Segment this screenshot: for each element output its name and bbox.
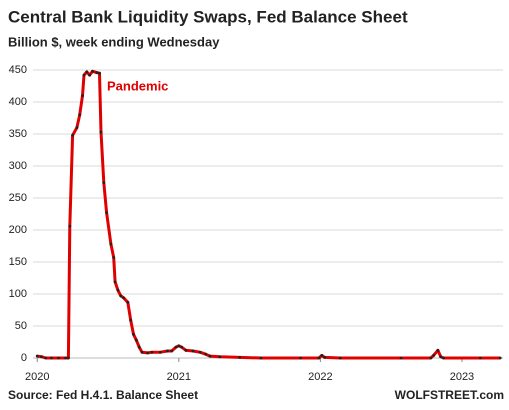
- source: Source: Fed H.4.1. Balance Sheet: [8, 388, 198, 402]
- data-point: [198, 350, 202, 354]
- data-point: [159, 350, 162, 354]
- data-point: [81, 94, 84, 97]
- y-tick-label: 250: [9, 192, 27, 204]
- y-tick-label: 100: [9, 288, 27, 300]
- data-point: [177, 344, 181, 348]
- data-point: [170, 349, 174, 353]
- brand: WOLFSTREET.com: [395, 388, 504, 402]
- data-point: [95, 71, 99, 74]
- data-point: [75, 126, 79, 129]
- data-point: [442, 356, 445, 360]
- data-point: [259, 356, 263, 360]
- data-line: [36, 69, 501, 360]
- y-tick-label: 200: [9, 224, 27, 236]
- chart-subtitle: Billion $, week ending Wednesday: [8, 34, 220, 49]
- data-point: [35, 354, 39, 358]
- data-point: [102, 181, 106, 185]
- annotation: Pandemic: [107, 78, 168, 93]
- y-tick-label: 450: [9, 64, 27, 76]
- data-point: [68, 224, 72, 228]
- data-point: [208, 354, 212, 358]
- data-point: [78, 113, 82, 117]
- x-tick-label: 2021: [167, 371, 191, 383]
- data-point: [122, 296, 126, 300]
- data-point: [112, 256, 116, 259]
- data-point: [436, 348, 440, 352]
- y-tick-label: 0: [21, 352, 27, 364]
- data-point: [40, 355, 43, 359]
- data-point: [105, 211, 109, 215]
- data-point: [174, 345, 178, 349]
- y-tick-label: 350: [9, 128, 27, 140]
- data-point: [50, 356, 53, 360]
- data-point: [146, 351, 150, 355]
- data-point: [66, 356, 70, 360]
- data-point: [140, 350, 144, 354]
- x-tick-label: 2022: [308, 371, 332, 383]
- data-point: [109, 242, 113, 246]
- y-tick-label: 400: [9, 96, 27, 108]
- data-point: [126, 300, 130, 304]
- data-point: [150, 350, 154, 354]
- data-point: [57, 356, 60, 360]
- data-point: [338, 356, 342, 360]
- data-point: [429, 356, 433, 360]
- data-point: [432, 354, 436, 357]
- data-point: [399, 356, 403, 360]
- data-point: [82, 73, 86, 77]
- data-point: [98, 71, 101, 75]
- y-tick-label: 300: [9, 160, 27, 172]
- data-point: [439, 355, 443, 359]
- x-tick-label: 2023: [450, 371, 474, 383]
- data-point: [132, 332, 135, 336]
- data-point: [85, 70, 89, 74]
- data-point: [191, 349, 195, 353]
- data-point: [134, 338, 138, 342]
- data-point: [317, 356, 321, 360]
- data-point: [44, 356, 48, 360]
- data-point: [119, 294, 123, 298]
- data-point: [129, 318, 133, 322]
- data-point: [184, 348, 188, 352]
- data-point: [299, 356, 302, 360]
- data-point: [91, 69, 94, 73]
- data-point: [113, 280, 117, 284]
- data-point: [498, 356, 502, 360]
- data-point: [320, 354, 324, 357]
- data-point: [64, 356, 67, 360]
- chart-title: Central Bank Liquidity Swaps, Fed Balanc…: [8, 7, 408, 26]
- y-tick-label: 50: [15, 320, 27, 332]
- data-point: [204, 352, 208, 356]
- y-tick-label: 150: [9, 256, 27, 268]
- data-point: [71, 133, 75, 137]
- data-point: [323, 355, 327, 359]
- data-point: [116, 288, 120, 292]
- x-tick-label: 2020: [25, 371, 49, 383]
- data-point: [166, 349, 169, 353]
- data-point: [238, 355, 242, 359]
- data-point: [88, 73, 92, 77]
- data-point: [137, 345, 141, 349]
- data-point: [478, 356, 482, 360]
- data-point: [99, 130, 103, 134]
- data-point: [180, 345, 184, 349]
- data-point: [218, 355, 222, 359]
